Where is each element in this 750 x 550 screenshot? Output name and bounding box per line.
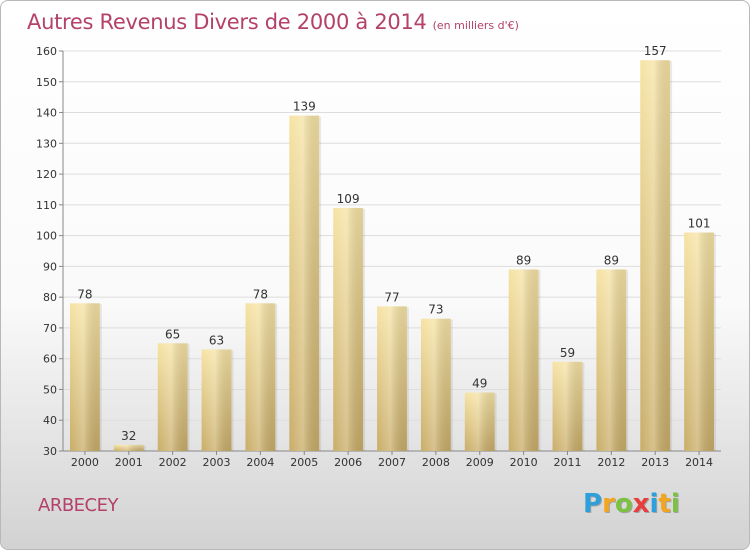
y-tick-label: 130 — [36, 137, 57, 150]
y-tick-label: 70 — [43, 322, 57, 335]
y-tick-label: 120 — [36, 168, 57, 181]
bar-highlight — [201, 349, 232, 451]
logo-letter: i — [649, 489, 659, 519]
x-tick-label: 2010 — [510, 456, 538, 469]
data-label: 73 — [428, 303, 443, 317]
bar-highlight — [289, 115, 320, 451]
chart-title-text: Autres Revenus Divers de 2000 à 2014 — [27, 10, 427, 34]
data-label: 78 — [77, 287, 92, 301]
y-tick-label: 60 — [43, 353, 57, 366]
x-tick-label: 2011 — [553, 456, 581, 469]
x-tick-label: 2008 — [422, 456, 450, 469]
data-label: 101 — [688, 217, 711, 231]
data-label: 89 — [604, 253, 619, 267]
data-label: 78 — [253, 287, 268, 301]
bar-highlight — [640, 60, 671, 451]
proxiti-logo: Proxiti — [583, 489, 680, 519]
x-tick-label: 2005 — [290, 456, 318, 469]
y-tick-label: 110 — [36, 199, 57, 212]
data-label: 63 — [209, 333, 224, 347]
data-label: 157 — [644, 44, 667, 58]
bar-highlight — [552, 361, 583, 451]
data-labels: 78 32 65 63 78 139 109 77 73 49 89 59 89 157 101 — [77, 44, 710, 443]
chart-subtitle: (en milliers d'€) — [432, 19, 519, 32]
logo-letter: t — [658, 489, 671, 519]
logo-letter: P — [583, 489, 603, 519]
data-label: 77 — [384, 290, 399, 304]
y-tick-label: 140 — [36, 107, 57, 120]
y-tick-label: 50 — [43, 383, 57, 396]
commune-name: ARBECEY — [38, 495, 118, 516]
y-tick-label: 90 — [43, 260, 57, 273]
x-tick-label: 2003 — [203, 456, 231, 469]
logo-letter: r — [602, 489, 615, 519]
x-tick-label: 2014 — [685, 456, 713, 469]
logo-letter: x — [632, 489, 650, 519]
bar-highlight — [70, 303, 100, 451]
y-tick-label: 100 — [36, 230, 57, 243]
data-label: 59 — [560, 346, 575, 360]
y-tick-label: 40 — [43, 414, 57, 427]
data-label: 109 — [337, 192, 360, 206]
bar-highlight — [157, 343, 188, 451]
data-label: 32 — [121, 429, 136, 443]
bar-highlight — [113, 444, 144, 451]
y-tick-label: 150 — [36, 76, 57, 89]
x-tick-label: 2012 — [597, 456, 625, 469]
chart-title: Autres Revenus Divers de 2000 à 2014 (en … — [27, 10, 519, 34]
bar-highlight — [508, 269, 539, 451]
y-tick-label: 80 — [43, 291, 57, 304]
data-label: 89 — [516, 253, 531, 267]
bars — [70, 60, 716, 451]
logo-letter: i — [670, 489, 680, 519]
data-label: 139 — [293, 100, 316, 114]
data-label: 49 — [472, 377, 487, 391]
bar-highlight — [377, 306, 407, 451]
x-tick-label: 2013 — [641, 456, 669, 469]
x-tick-label: 2001 — [115, 456, 143, 469]
x-tick-label: 2009 — [466, 456, 494, 469]
bar-highlight — [464, 392, 495, 451]
x-tick-label: 2007 — [378, 456, 406, 469]
bar-highlight — [596, 269, 627, 451]
y-tick-labels: 30 40 50 60 70 80 90 100 110 120 130 140 150 160 — [36, 45, 57, 458]
x-tick-label: 2006 — [334, 456, 362, 469]
x-tick-label: 2002 — [159, 456, 187, 469]
y-tick-label: 30 — [43, 445, 57, 458]
y-tick-label: 160 — [36, 45, 57, 58]
bar-highlight — [245, 303, 276, 451]
bar-highlight — [333, 207, 364, 451]
x-tick-labels: 2000 2001 2002 2003 2004 2005 2006 2007 2008 2009… — [71, 456, 713, 469]
x-tick-label: 2004 — [246, 456, 274, 469]
data-label: 65 — [165, 327, 180, 341]
bar-highlight — [684, 232, 714, 451]
logo-letter: o — [614, 489, 633, 519]
bar-highlight — [420, 318, 451, 451]
x-tick-label: 2000 — [71, 456, 99, 469]
